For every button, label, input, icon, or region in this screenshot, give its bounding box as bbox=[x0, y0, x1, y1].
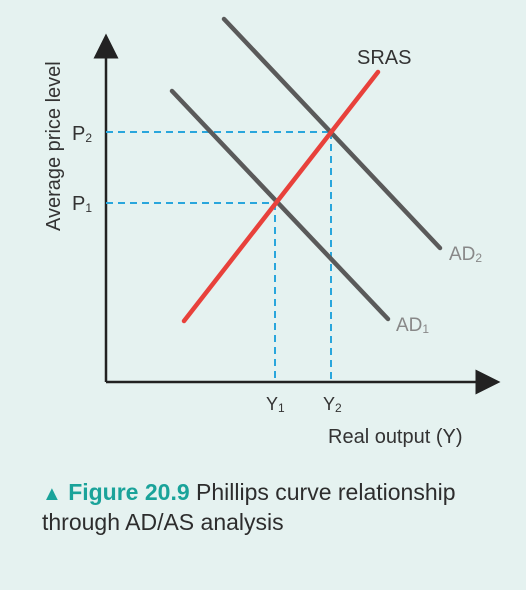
y2-label: Y2 bbox=[323, 394, 342, 415]
guide-lines bbox=[106, 131, 332, 382]
sras-curve bbox=[181, 69, 381, 324]
sras-label: SRAS bbox=[357, 47, 411, 69]
ad2-label: AD2 bbox=[449, 244, 482, 265]
caption-text: Phillips curve relationship through AD/A… bbox=[42, 479, 456, 535]
p2-label: P2 bbox=[72, 123, 92, 145]
y1-label: Y1 bbox=[266, 394, 285, 415]
figure-caption: ▲ Figure 20.9 Phillips curve relationshi… bbox=[42, 478, 502, 536]
triangle-icon: ▲ bbox=[42, 483, 62, 505]
ad-as-diagram: Average price level P2 P1 Y1 Y2 Real out… bbox=[43, 16, 501, 448]
p1-label: P1 bbox=[72, 193, 92, 215]
ad1-label: AD1 bbox=[396, 315, 429, 336]
figure-number: Figure 20.9 bbox=[68, 479, 190, 505]
x-axis-label: Real output (Y) bbox=[328, 426, 463, 448]
ad1-curve bbox=[169, 88, 391, 322]
y-axis-label: Average price level bbox=[43, 61, 65, 231]
